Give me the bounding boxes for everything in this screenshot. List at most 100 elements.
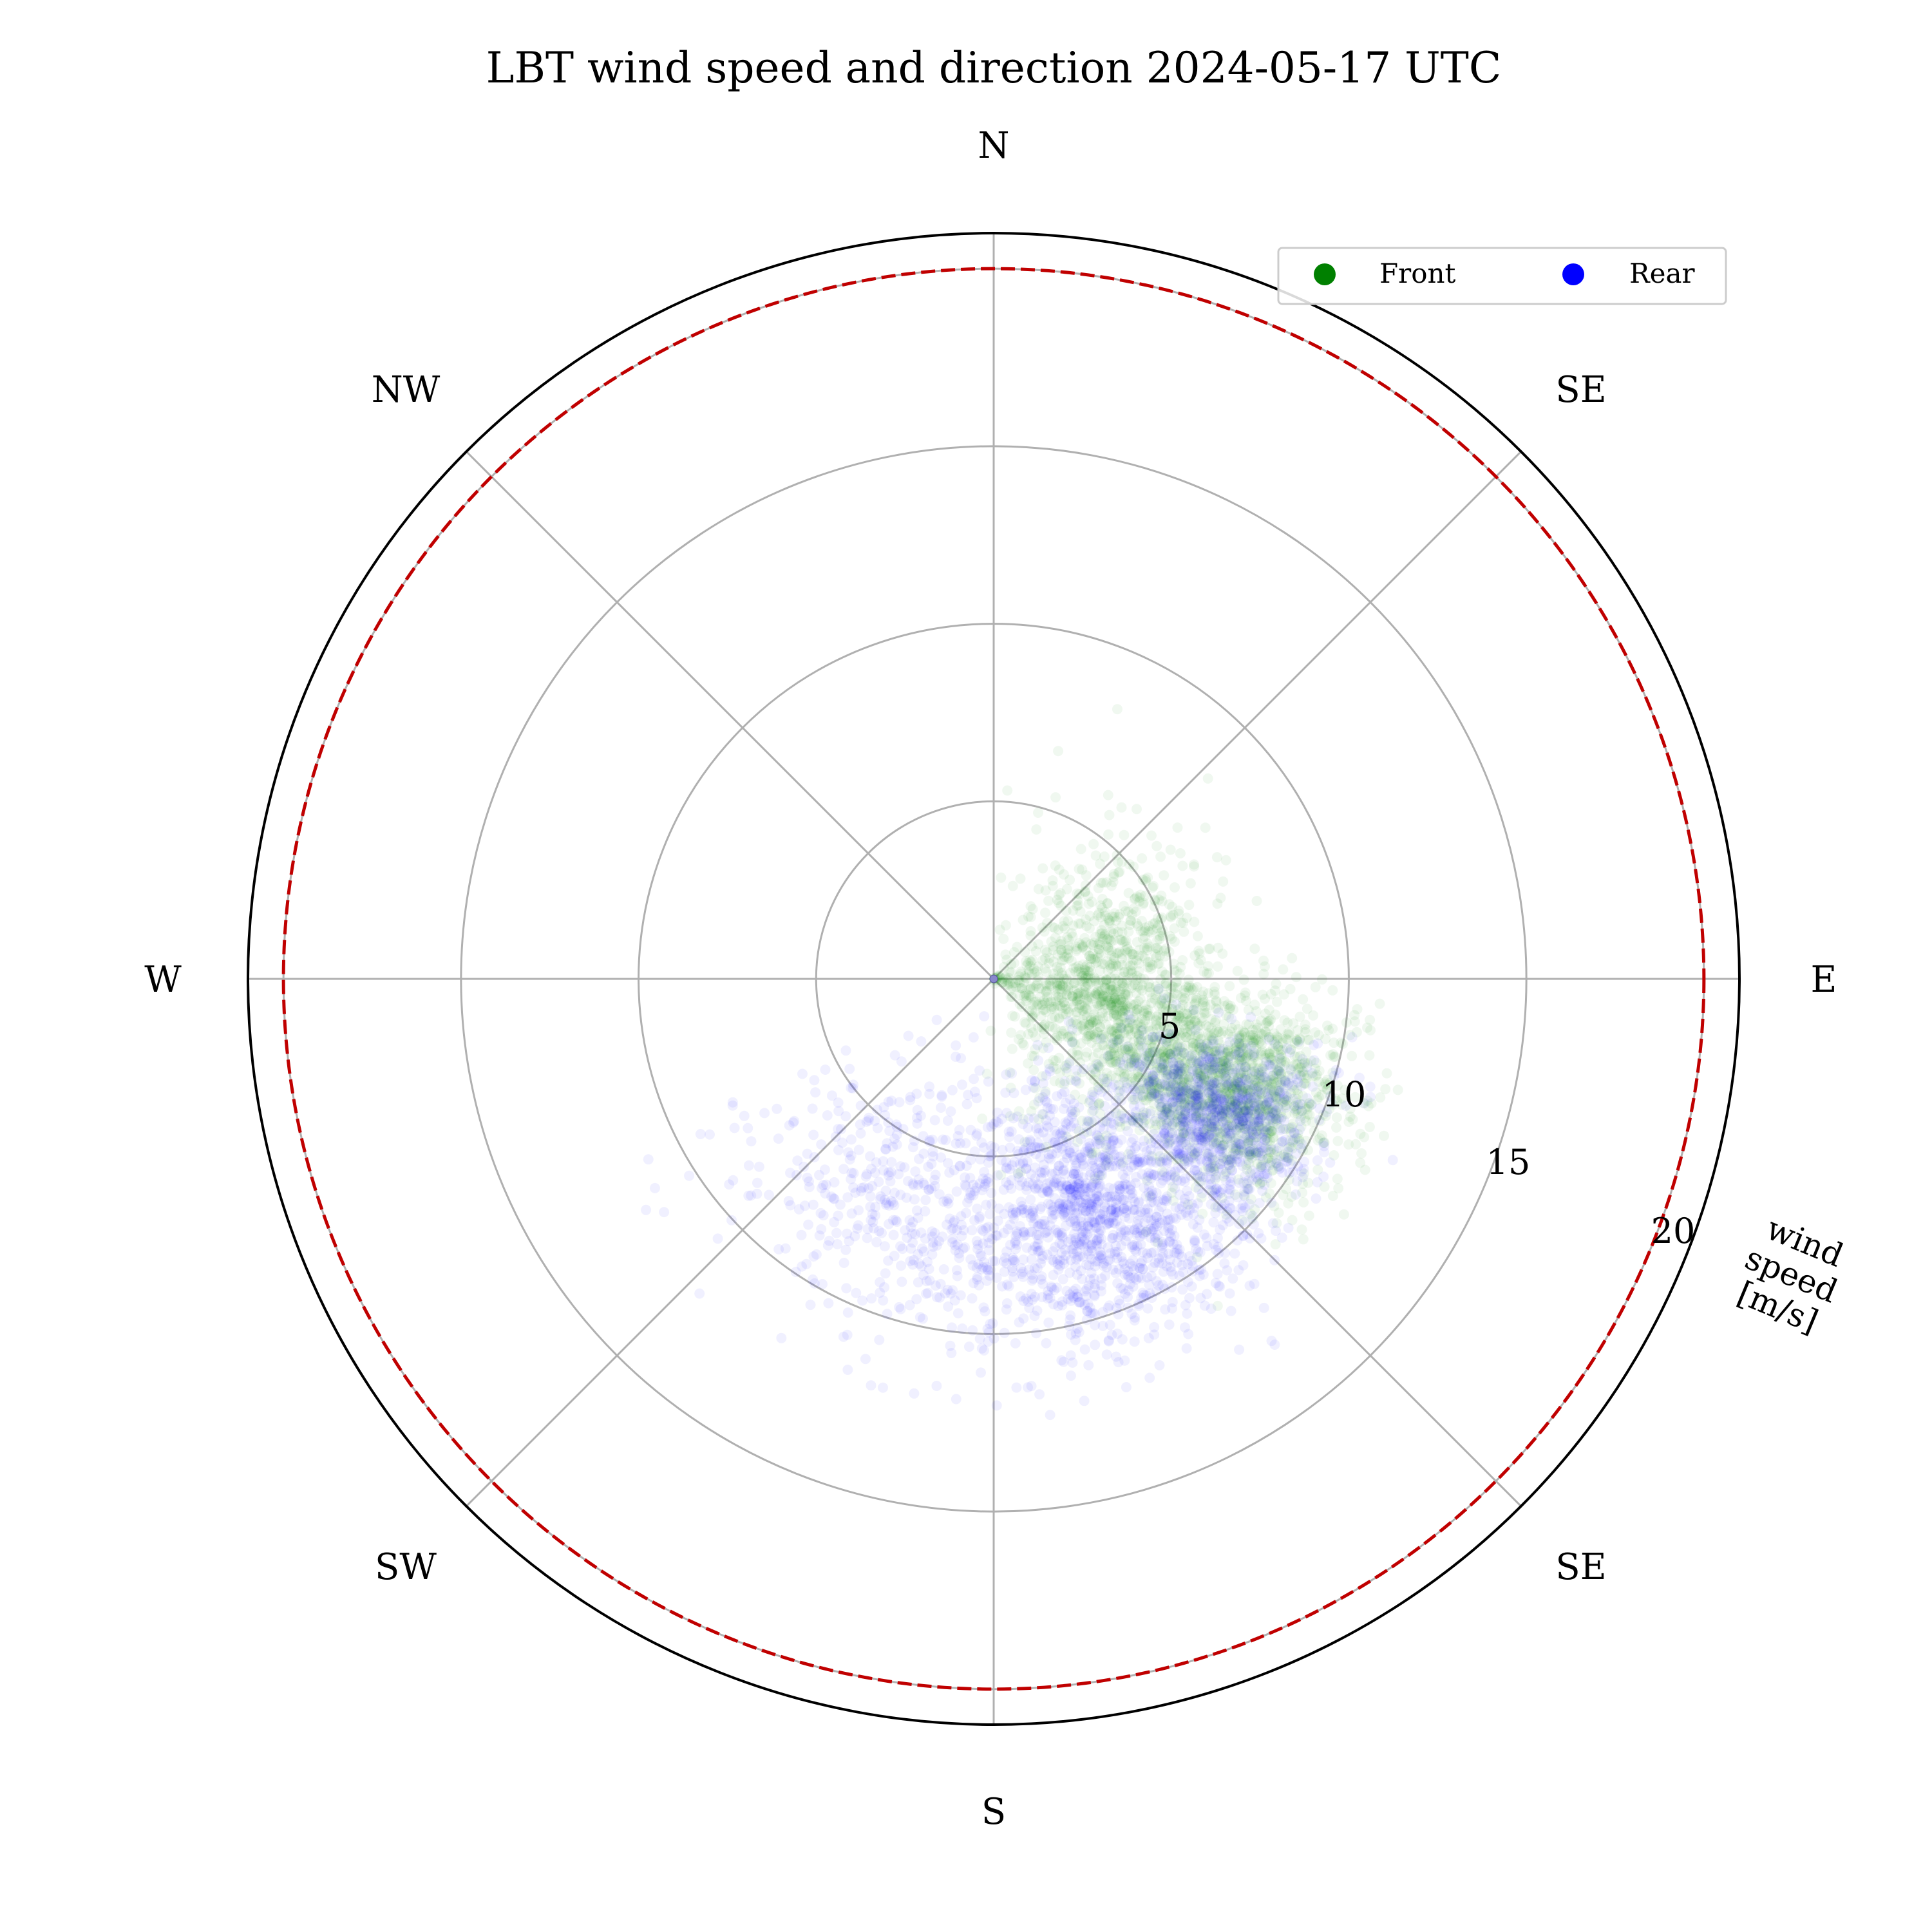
- point-front: [1223, 1046, 1233, 1057]
- point-front: [1086, 1117, 1097, 1127]
- point-rear: [1113, 1035, 1124, 1046]
- point-front: [1126, 983, 1137, 994]
- point-front: [996, 872, 1007, 883]
- point-rear: [951, 1040, 961, 1051]
- point-front: [1123, 906, 1134, 917]
- point-front: [1058, 997, 1069, 1008]
- point-front: [1364, 1050, 1375, 1061]
- point-rear: [1181, 1343, 1192, 1354]
- point-front: [1077, 942, 1088, 953]
- point-rear: [1046, 1213, 1057, 1224]
- point-front: [1117, 981, 1128, 992]
- point-front: [1142, 872, 1153, 883]
- point-front: [1025, 912, 1036, 922]
- point-front: [1327, 985, 1338, 996]
- point-front: [1121, 977, 1132, 988]
- point-front: [1083, 898, 1094, 909]
- point-rear: [1178, 1150, 1189, 1161]
- point-front: [1155, 1016, 1166, 1027]
- point-front: [1140, 922, 1151, 933]
- point-front: [1181, 913, 1192, 923]
- point-rear: [1088, 1178, 1099, 1188]
- point-rear: [1387, 1155, 1398, 1166]
- point-front: [1095, 900, 1106, 911]
- point-front: [1083, 1028, 1094, 1039]
- point-front: [1148, 880, 1159, 891]
- point-front: [1103, 965, 1113, 976]
- point-front: [1043, 895, 1054, 906]
- point-front: [1041, 980, 1052, 991]
- point-front: [1099, 982, 1110, 993]
- point-front: [1075, 967, 1086, 978]
- point-front: [1072, 943, 1083, 954]
- point-rear: [880, 1268, 891, 1279]
- point-front: [1018, 1039, 1029, 1050]
- point-front: [1052, 1035, 1063, 1046]
- point-front: [1120, 1003, 1131, 1014]
- point-rear: [1153, 983, 1164, 994]
- point-front: [1033, 971, 1044, 982]
- point-front: [1270, 1009, 1281, 1020]
- point-front: [1160, 969, 1171, 980]
- point-front: [1123, 887, 1134, 898]
- point-front: [1053, 965, 1064, 976]
- point-front: [1081, 1034, 1092, 1045]
- point-front: [1047, 880, 1058, 891]
- point-front: [1124, 920, 1135, 931]
- point-front: [1099, 999, 1110, 1010]
- point-rear: [1123, 1009, 1134, 1020]
- point-rear: [1065, 1234, 1076, 1245]
- point-rear: [930, 1170, 941, 1180]
- point-rear: [855, 1100, 866, 1111]
- point-front: [1177, 992, 1187, 1003]
- point-rear: [960, 1242, 971, 1253]
- point-front: [1060, 1003, 1071, 1014]
- point-front: [1179, 1096, 1190, 1107]
- point-front: [1209, 989, 1220, 1000]
- point-front: [1073, 991, 1084, 1001]
- point-rear: [1213, 1007, 1224, 1018]
- point-rear: [1004, 1164, 1015, 1175]
- point-rear: [1045, 1410, 1056, 1421]
- point-front: [1175, 1013, 1186, 1024]
- point-rear: [1173, 1104, 1184, 1115]
- point-rear: [1307, 1081, 1318, 1092]
- point-rear: [1095, 1033, 1106, 1044]
- point-front: [1062, 1032, 1073, 1043]
- point-rear: [1006, 1183, 1017, 1194]
- point-rear: [1299, 1157, 1310, 1167]
- point-front: [1113, 976, 1124, 987]
- point-front: [1374, 998, 1385, 1009]
- point-front: [1027, 999, 1038, 1010]
- point-front: [1033, 961, 1043, 972]
- point-front: [1027, 1010, 1037, 1021]
- point-front: [1298, 1197, 1309, 1208]
- point-front: [1027, 1027, 1038, 1038]
- point-front: [1310, 1027, 1321, 1038]
- point-front: [1153, 983, 1164, 994]
- point-rear: [1043, 1317, 1054, 1328]
- point-front: [1152, 934, 1163, 945]
- point-front: [1070, 941, 1081, 952]
- point-rear: [956, 1053, 967, 1064]
- point-front: [1199, 997, 1210, 1008]
- point-rear: [1037, 1127, 1048, 1138]
- point-front: [1036, 1010, 1046, 1021]
- point-front: [1063, 985, 1073, 996]
- point-front: [1068, 920, 1079, 931]
- point-front: [1128, 861, 1139, 872]
- point-front: [1122, 957, 1133, 968]
- point-front: [1065, 1056, 1075, 1066]
- point-front: [1139, 931, 1150, 942]
- point-rear: [1225, 1128, 1236, 1139]
- point-front: [1212, 898, 1223, 909]
- point-rear: [1281, 1157, 1292, 1167]
- point-front: [1177, 860, 1188, 871]
- point-rear: [1146, 1293, 1157, 1303]
- point-front: [1023, 911, 1034, 922]
- point-front: [1097, 989, 1108, 1000]
- point-rear: [1153, 1139, 1164, 1150]
- point-rear: [650, 1182, 660, 1193]
- point-rear: [1227, 1273, 1238, 1284]
- point-front: [1111, 998, 1122, 1009]
